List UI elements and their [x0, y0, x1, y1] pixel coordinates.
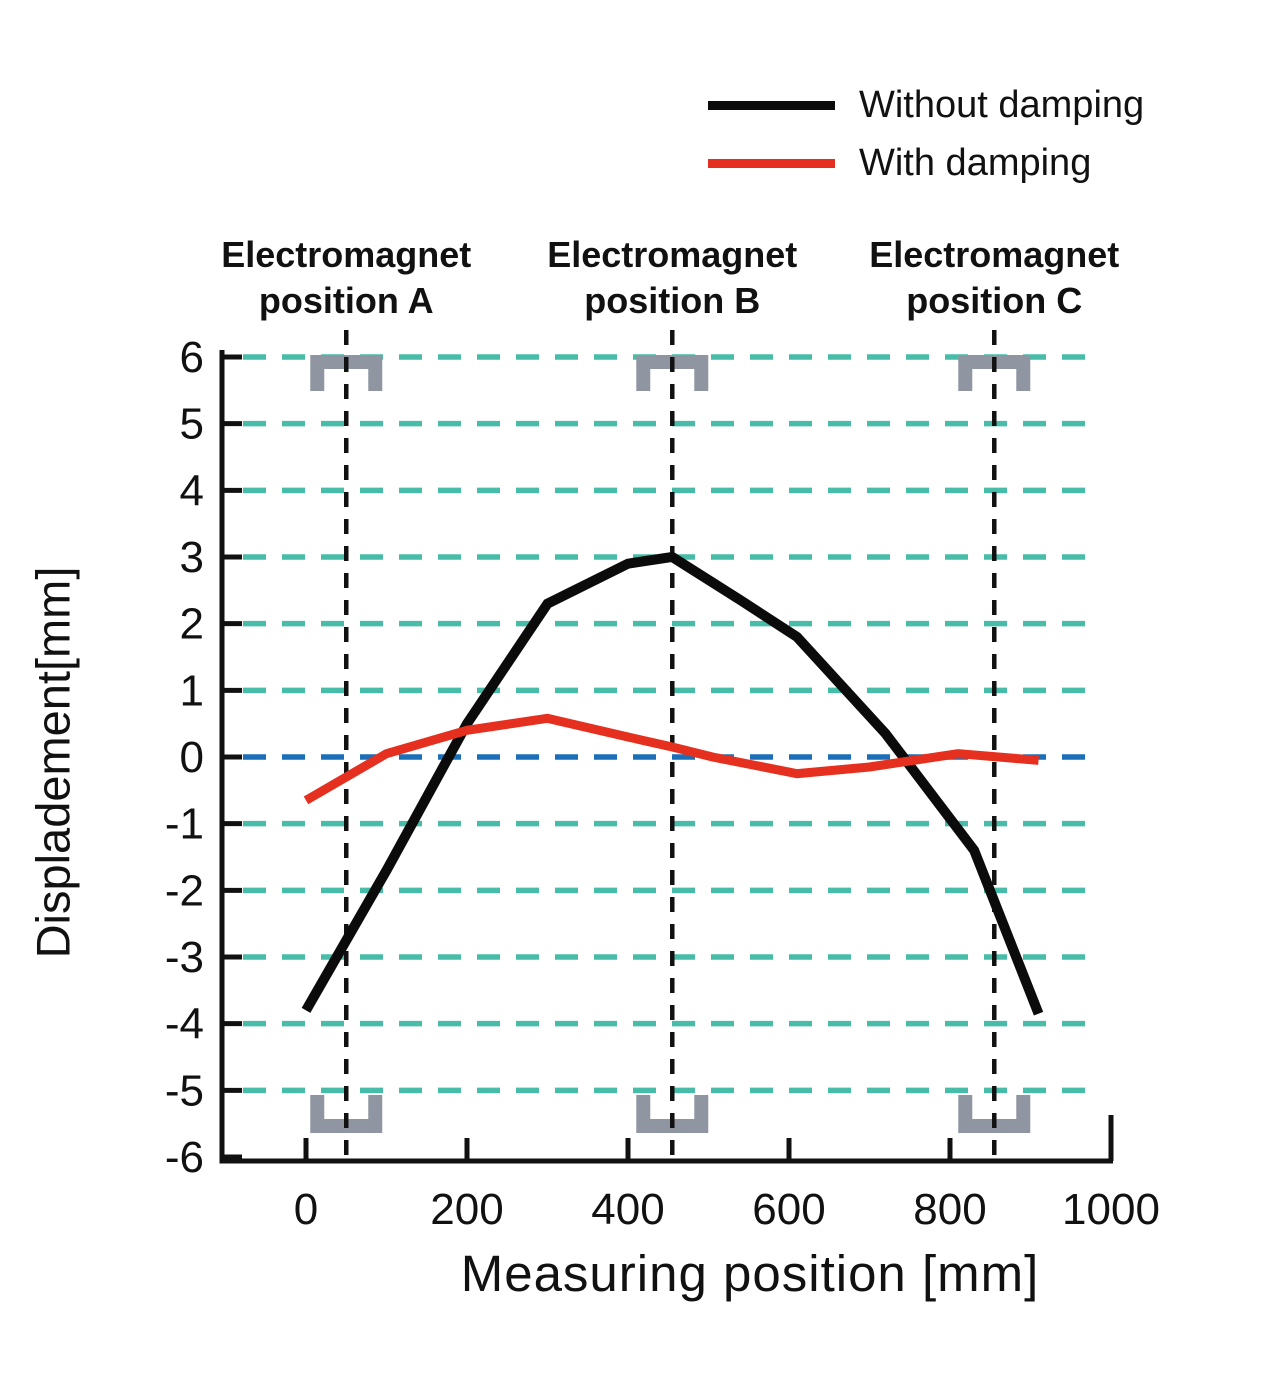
- y-tick-label-3: 3: [180, 533, 204, 582]
- y-tick-label-2: 2: [180, 600, 204, 649]
- legend-label-with-damping: With damping: [859, 142, 1092, 184]
- x-tick-label-600: 600: [752, 1185, 825, 1234]
- electromagnet-top-bracket-a: [310, 355, 383, 391]
- y-tick-label-6: 6: [180, 333, 204, 382]
- electromagnet-position-b-label: Electromagnet position B: [522, 232, 822, 324]
- legend-label-without-damping: Without damping: [859, 84, 1145, 126]
- electromagnet-top-bracket-c: [958, 355, 1031, 391]
- series-line-with-damping: [303, 713, 1039, 805]
- y-tick-label--4: -4: [165, 1000, 204, 1049]
- y-tick-label-5: 5: [180, 400, 204, 449]
- legend-swatch-red-line: [708, 158, 835, 168]
- legend-item-with-damping: With damping: [708, 134, 1144, 192]
- electromagnet-a-line2: position A: [258, 280, 434, 321]
- electromagnet-a-line1: Electromagnet: [221, 234, 472, 275]
- y-tick-label--6: -6: [165, 1133, 204, 1182]
- electromagnet-bottom-bracket-a: [310, 1095, 383, 1133]
- x-tick-label-800: 800: [913, 1185, 986, 1234]
- electromagnet-b-line1: Electromagnet: [547, 234, 798, 275]
- x-tick-label-400: 400: [591, 1185, 664, 1234]
- y-tick-label-4: 4: [180, 466, 204, 515]
- electromagnet-c-line2: position C: [906, 280, 1083, 321]
- legend-item-without-damping: Without damping: [708, 76, 1144, 134]
- y-tick-label--2: -2: [165, 866, 204, 915]
- x-tick-label-1000: 1000: [1062, 1185, 1160, 1234]
- y-tick-label--1: -1: [165, 800, 204, 849]
- legend-swatch-black-line: [708, 100, 835, 110]
- y-axis-title: Displadement[mm]: [26, 566, 80, 959]
- series-line-without-damping: [301, 551, 1044, 1016]
- electromagnet-position-c-label: Electromagnet position C: [844, 232, 1144, 324]
- electromagnet-b-line2: position B: [584, 280, 761, 321]
- y-tick-label-0: 0: [180, 733, 204, 782]
- electromagnet-bottom-bracket-c: [958, 1095, 1031, 1133]
- x-tick-label-0: 0: [294, 1185, 318, 1234]
- electromagnet-c-line1: Electromagnet: [869, 234, 1120, 275]
- legend: Without damping With damping: [708, 76, 1144, 192]
- electromagnet-bottom-bracket-b: [636, 1095, 709, 1133]
- x-axis-title: Measuring position [mm]: [460, 1245, 1040, 1302]
- electromagnet-position-a-label: Electromagnet position A: [196, 232, 496, 324]
- y-tick-label--3: -3: [165, 933, 204, 982]
- y-tick-label--5: -5: [165, 1066, 204, 1115]
- x-tick-label-200: 200: [430, 1185, 503, 1234]
- electromagnet-top-bracket-b: [636, 355, 709, 391]
- y-tick-label-1: 1: [180, 666, 204, 715]
